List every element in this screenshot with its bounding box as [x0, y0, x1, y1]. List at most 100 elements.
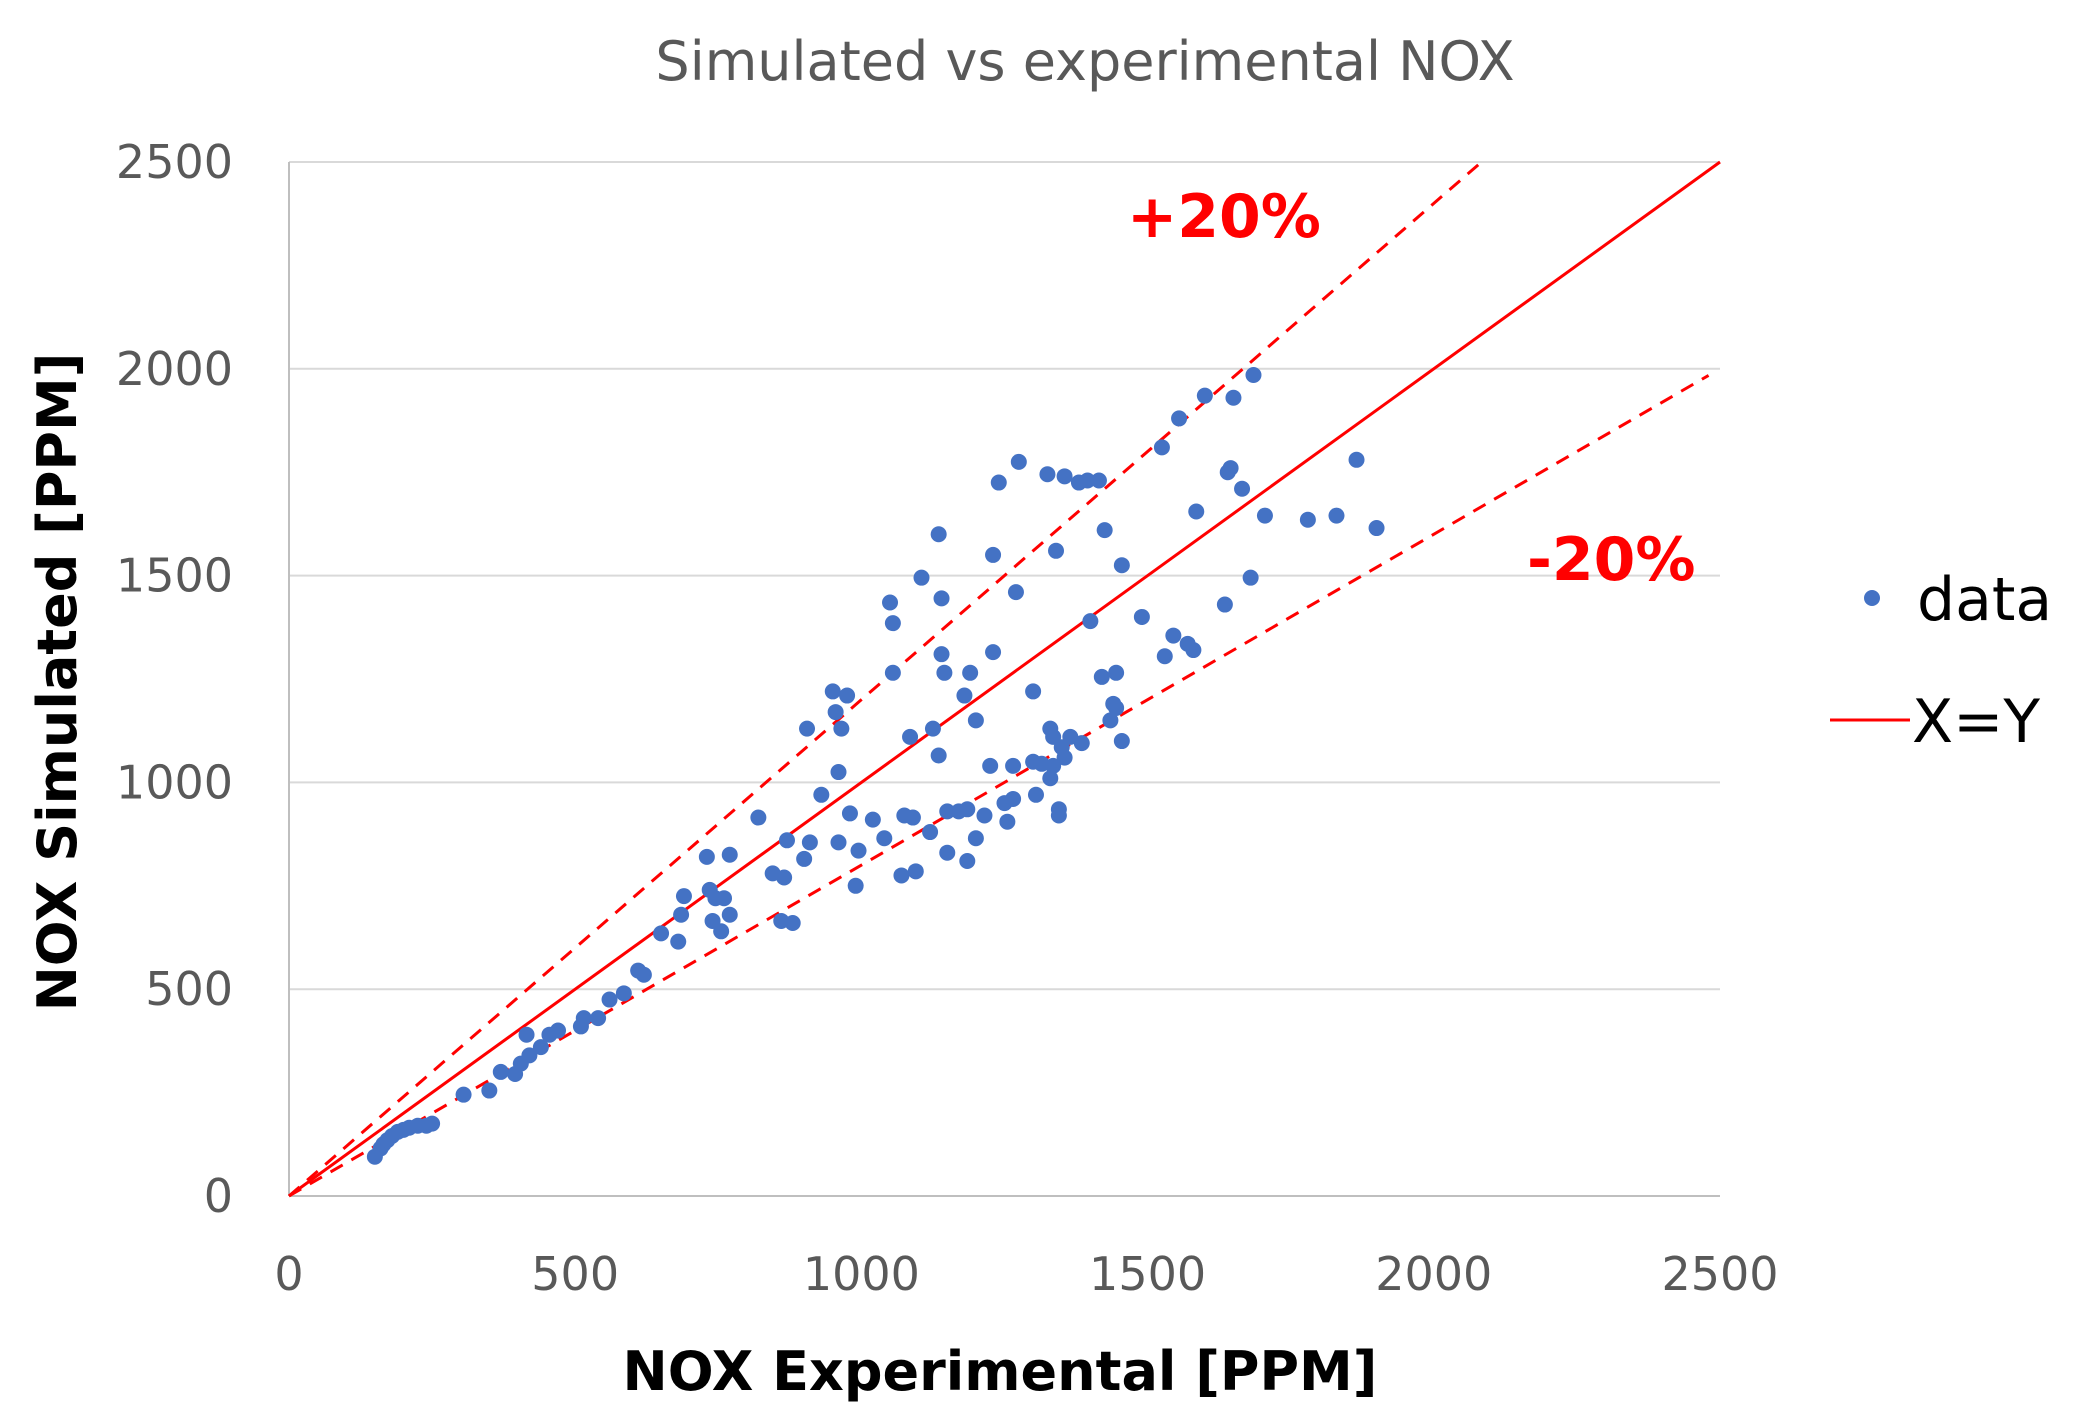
y-tick-label: 2000: [116, 342, 233, 396]
data-point: [1096, 522, 1113, 539]
data-point: [590, 1010, 607, 1027]
data-point: [673, 906, 690, 923]
data-point: [1056, 468, 1073, 485]
data-point: [1222, 460, 1239, 477]
data-point: [882, 594, 899, 611]
data-point: [1048, 542, 1065, 559]
line-x-y: [288, 160, 1721, 1198]
x-tick-label: 2500: [1661, 1247, 1778, 1301]
data-point: [985, 546, 1002, 563]
data-point: [990, 474, 1007, 491]
chart-title: Simulated vs experimental NOX: [655, 30, 1514, 93]
data-point: [1039, 466, 1056, 483]
data-point: [1005, 757, 1022, 774]
data-point: [1093, 668, 1110, 685]
data-point: [776, 869, 793, 886]
data-point: [721, 906, 738, 923]
data-point: [833, 720, 850, 737]
data-point: [930, 526, 947, 543]
data-point: [1113, 733, 1130, 750]
data-point: [1245, 367, 1262, 384]
data-point: [1050, 807, 1067, 824]
data-point: [830, 764, 847, 781]
legend-marker-data: [1864, 590, 1880, 606]
data-point: [481, 1082, 498, 1099]
data-point: [924, 720, 941, 737]
data-point: [933, 590, 950, 607]
data-point: [1156, 648, 1173, 665]
data-point: [1108, 699, 1125, 716]
x-tick-label: 2000: [1375, 1247, 1492, 1301]
data-point: [847, 877, 864, 894]
data-point: [1113, 557, 1130, 574]
data-point: [907, 863, 924, 880]
data-point: [750, 809, 767, 826]
y-tick-label: 0: [204, 1169, 233, 1223]
data-point: [1165, 627, 1182, 644]
data-point: [698, 848, 715, 865]
legend-label-xy: X=Y: [1912, 687, 2040, 757]
data-point: [1328, 507, 1345, 524]
x-tick-label: 1000: [803, 1247, 920, 1301]
data-point: [784, 915, 801, 932]
data-point: [850, 842, 867, 859]
data-point: [956, 687, 973, 704]
data-point: [615, 985, 632, 1002]
annotation-plus-20: +20%: [1127, 182, 1321, 252]
data-point: [930, 747, 947, 764]
data-point: [841, 805, 858, 822]
data-point: [985, 644, 1002, 661]
data-points: [366, 367, 1385, 1165]
data-point: [601, 991, 618, 1008]
x-tick-label: 0: [274, 1247, 303, 1301]
axes: [288, 162, 1720, 1197]
data-point: [864, 811, 881, 828]
data-point: [922, 824, 939, 841]
data-point: [801, 834, 818, 851]
data-point: [550, 1022, 567, 1039]
data-point: [839, 687, 856, 704]
y-tick-label: 1000: [116, 755, 233, 809]
data-point: [967, 830, 984, 847]
y-tick-label: 2500: [116, 135, 233, 189]
data-point: [933, 646, 950, 663]
line-20: [288, 160, 1484, 1198]
annotation-minus-20: -20%: [1527, 525, 1696, 595]
y-tick-label: 1500: [116, 549, 233, 603]
data-point: [893, 867, 910, 884]
data-point: [1007, 584, 1024, 601]
y-tick-label: 500: [145, 962, 233, 1016]
data-point: [455, 1086, 472, 1103]
data-point: [1196, 387, 1213, 404]
data-point: [1133, 608, 1150, 625]
data-point: [778, 832, 795, 849]
data-point: [1171, 410, 1188, 427]
data-point: [902, 728, 919, 745]
data-point: [976, 807, 993, 824]
data-point: [721, 846, 738, 863]
data-point: [824, 683, 841, 700]
data-point: [876, 830, 893, 847]
data-point: [1299, 511, 1316, 528]
x-tick-label: 1500: [1089, 1247, 1206, 1301]
data-point: [962, 664, 979, 681]
data-point: [799, 720, 816, 737]
data-point: [1082, 613, 1099, 630]
y-tick-labels: 0 500 1000 1500 2000 2500: [116, 135, 233, 1223]
data-point: [939, 844, 956, 861]
legend: data X=Y: [1830, 565, 2052, 757]
data-point: [1010, 453, 1027, 470]
x-axis-title: NOX Experimental [PPM]: [623, 1340, 1378, 1403]
x-tick-label: 500: [531, 1247, 619, 1301]
data-point: [1256, 507, 1273, 524]
data-point: [713, 923, 730, 940]
legend-label-data: data: [1917, 565, 2052, 635]
data-point: [939, 803, 956, 820]
data-point: [716, 890, 733, 907]
data-point: [518, 1026, 535, 1043]
data-point: [1025, 683, 1042, 700]
data-point: [1027, 786, 1044, 803]
data-point: [1242, 569, 1259, 586]
data-point: [1188, 503, 1205, 520]
data-point: [1056, 749, 1073, 766]
